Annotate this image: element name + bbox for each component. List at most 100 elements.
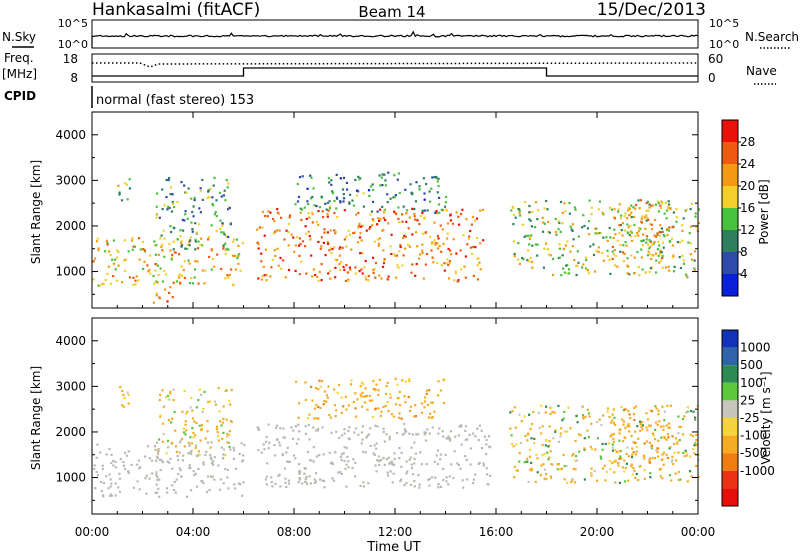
power-cell	[650, 254, 654, 257]
power-cell	[194, 222, 197, 225]
velocity-cell	[423, 406, 426, 409]
velocity-cell	[669, 446, 672, 449]
velocity-cell	[212, 460, 215, 463]
power-cell	[357, 226, 360, 229]
power-cell	[132, 276, 135, 279]
power-cell	[345, 263, 348, 267]
power-cell	[529, 235, 532, 238]
velocity-cell	[209, 456, 212, 459]
velocity-cell	[112, 464, 115, 467]
velocity-cell	[192, 431, 195, 435]
velocity-cell	[216, 431, 219, 434]
power-cell	[353, 231, 356, 234]
power-cell	[656, 248, 659, 251]
nsearch-tick-top: 10^5	[709, 17, 739, 30]
velocity-cell	[217, 464, 220, 467]
velocity-cell	[650, 447, 654, 450]
velocity-cell	[374, 407, 377, 410]
velocity-cell	[155, 483, 158, 486]
power-cell	[645, 238, 648, 241]
power-cell	[438, 211, 441, 214]
power-cell	[380, 277, 383, 280]
velocity-cell	[108, 494, 112, 497]
power-cell	[181, 218, 184, 221]
velocity-cell	[613, 416, 616, 419]
power-cell	[356, 241, 360, 244]
velocity-cell	[661, 405, 664, 408]
power-cell	[171, 200, 174, 204]
velocity-cell	[403, 395, 406, 398]
power-cell	[345, 235, 348, 238]
power-cell	[650, 204, 653, 207]
power-cell	[193, 276, 196, 279]
power-cell	[106, 272, 109, 275]
power-cell	[175, 280, 179, 283]
power-cell	[693, 269, 696, 272]
velocity-cell	[265, 475, 268, 478]
power-cell	[554, 217, 557, 221]
colorbar-segment	[722, 252, 738, 274]
velocity-cell	[431, 416, 434, 419]
power-cell	[661, 254, 664, 258]
power-cell	[688, 232, 691, 235]
velocity-cell	[156, 452, 160, 455]
power-cell	[134, 279, 137, 282]
power-cell	[621, 234, 624, 237]
power-cell	[393, 254, 396, 258]
velocity-cell	[127, 450, 130, 453]
power-cell	[690, 202, 693, 205]
power-cell	[132, 283, 135, 286]
velocity-cell	[602, 414, 605, 417]
velocity-cell	[695, 443, 698, 446]
velocity-cell	[364, 387, 367, 390]
power-cell	[617, 210, 620, 213]
velocity-cell	[693, 444, 696, 447]
velocity-cell	[414, 452, 417, 455]
velocity-cell	[174, 429, 177, 432]
power-cell	[261, 226, 264, 229]
velocity-cell	[561, 419, 564, 422]
power-cell	[95, 240, 99, 243]
velocity-cell	[364, 401, 367, 404]
power-cell	[376, 210, 379, 213]
power-cell	[408, 216, 411, 219]
power-cell	[112, 275, 115, 278]
velocity-cell	[628, 430, 631, 433]
velocity-cell	[428, 477, 431, 480]
velocity-cell	[137, 459, 140, 462]
velocity-cell	[375, 442, 378, 445]
velocity-cell	[469, 447, 472, 450]
velocity-cell	[486, 483, 489, 486]
velocity-cell	[126, 391, 129, 394]
velocity-cell	[376, 425, 379, 428]
velocity-cell	[389, 396, 392, 399]
velocity-cell	[375, 470, 378, 473]
power-cell	[346, 271, 349, 274]
velocity-cell	[543, 453, 546, 456]
colorbar-segment	[722, 120, 738, 142]
velocity-cell	[673, 451, 676, 454]
power-cell	[658, 244, 661, 247]
velocity-cell	[95, 456, 98, 459]
velocity-cell	[148, 477, 151, 480]
power-cell	[201, 198, 204, 201]
velocity-cell	[161, 422, 165, 425]
velocity-cell	[485, 443, 488, 446]
velocity-cell	[413, 462, 416, 465]
power-cell	[108, 250, 111, 253]
colorbar-segment	[722, 488, 738, 506]
velocity-cell	[260, 451, 263, 454]
velocity-cell	[667, 422, 671, 425]
power-cell	[536, 218, 539, 221]
velocity-cell	[662, 463, 665, 466]
power-cell	[410, 193, 414, 196]
velocity-cell	[391, 481, 394, 484]
velocity-cell	[188, 464, 191, 467]
power-cell	[156, 281, 159, 284]
velocity-cell	[388, 462, 391, 465]
power-cell	[320, 236, 323, 239]
velocity-cell	[691, 434, 694, 438]
